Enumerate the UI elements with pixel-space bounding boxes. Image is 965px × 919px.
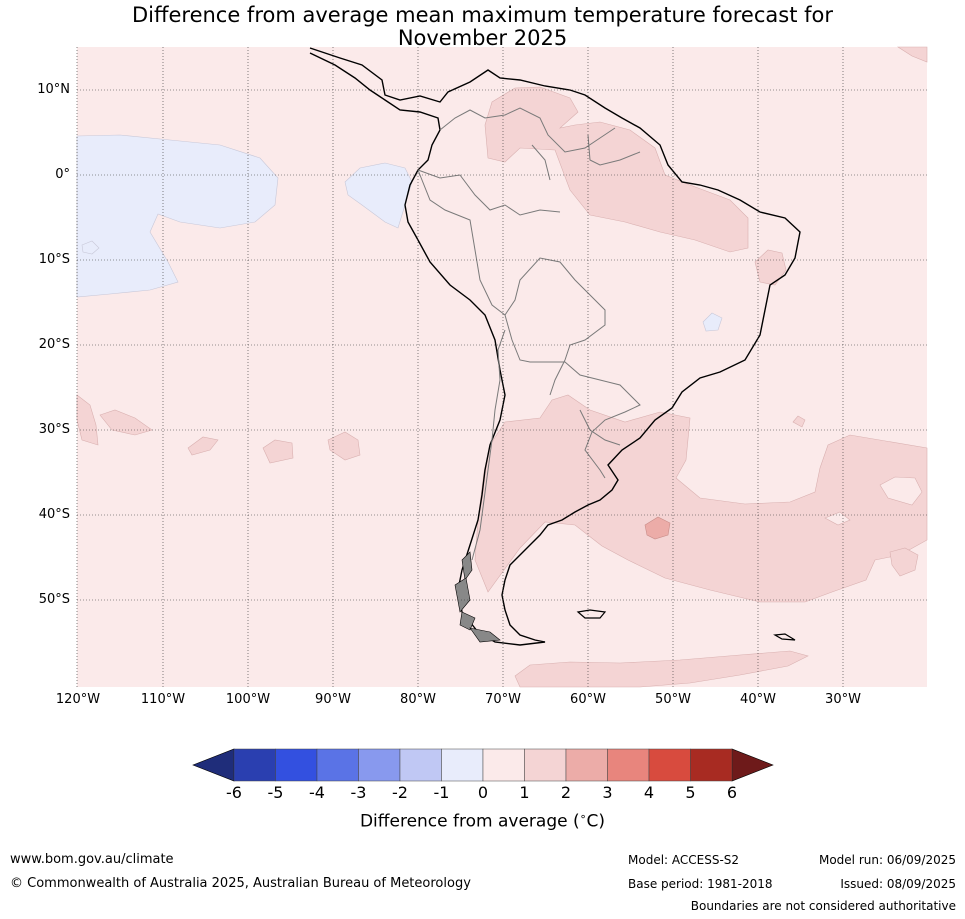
anomaly-region-strong-warm bbox=[644, 516, 671, 540]
colorbar-label-text: Difference from average ( bbox=[359, 811, 580, 832]
footer-disclaimer: Boundaries are not considered authoritat… bbox=[690, 899, 956, 913]
colorbar-tick-label: 1 bbox=[519, 783, 530, 802]
colorbar-tick-label: 5 bbox=[685, 783, 696, 802]
colorbar-swatch bbox=[441, 748, 484, 782]
lat-label-20s: 20°S bbox=[38, 337, 70, 352]
colorbar-swatch bbox=[358, 748, 401, 782]
anomaly-region-below-average bbox=[702, 312, 723, 332]
colorbar bbox=[192, 748, 774, 782]
colorbar-tick-label: -5 bbox=[267, 783, 284, 802]
colorbar-label: Difference from average (∘C) bbox=[0, 810, 965, 832]
footer-model: Model: ACCESS-S2 bbox=[628, 853, 740, 867]
footer-website: www.bom.gov.au/climate bbox=[10, 852, 174, 867]
footer-base-period: Base period: 1981-2018 bbox=[628, 877, 773, 891]
lon-label-70w: 70°W bbox=[485, 692, 521, 707]
lon-label-110w: 110°W bbox=[140, 692, 186, 707]
colorbar-swatch bbox=[648, 748, 691, 782]
map-title: Difference from average mean maximum tem… bbox=[0, 4, 965, 50]
anomaly-region-south-atlantic-east bbox=[889, 547, 919, 577]
lon-label-90w: 90°W bbox=[315, 692, 351, 707]
colorbar-swatch bbox=[233, 748, 276, 782]
anomaly-region-northeast-brazil bbox=[754, 249, 787, 286]
colorbar-tick-label: 4 bbox=[643, 783, 655, 802]
anomaly-region-pacific-small bbox=[262, 439, 294, 464]
colorbar-swatch bbox=[399, 748, 442, 782]
title-line-1: Difference from average mean maximum tem… bbox=[132, 3, 833, 27]
chile-fjords bbox=[454, 551, 501, 643]
colorbar-label-degree: ∘ bbox=[579, 810, 587, 823]
lat-label-10n: 10°N bbox=[37, 82, 70, 97]
colorbar-tick-label: -2 bbox=[392, 783, 408, 802]
lat-label-40s: 40°S bbox=[38, 507, 70, 522]
colorbar-swatch bbox=[607, 748, 650, 782]
lon-label-60w: 60°W bbox=[570, 692, 606, 707]
footer-issued: Issued: 08/09/2025 bbox=[840, 877, 956, 891]
colorbar-tick-label: -4 bbox=[309, 783, 325, 802]
colorbar-swatch bbox=[524, 748, 567, 782]
lon-label-80w: 80°W bbox=[400, 692, 436, 707]
colorbar-high-extension bbox=[731, 748, 774, 782]
colorbar-swatch bbox=[275, 748, 318, 782]
graticule bbox=[76, 47, 927, 687]
anomaly-region-neutral bbox=[824, 511, 851, 526]
coastline-south-america bbox=[309, 47, 801, 646]
lon-label-100w: 100°W bbox=[225, 692, 271, 707]
colorbar-low-extension bbox=[192, 748, 235, 782]
colorbar-swatch bbox=[690, 748, 733, 782]
footer-model-run: Model run: 06/09/2025 bbox=[818, 853, 956, 867]
colorbar-tick-label: 2 bbox=[560, 783, 572, 802]
colorbar-swatch bbox=[482, 748, 525, 782]
anomaly-region-pacific-small bbox=[327, 431, 361, 461]
anomaly-region-atlantic-corner bbox=[896, 46, 928, 63]
colorbar-tick-label: -6 bbox=[226, 783, 242, 802]
colorbar-tick-label: -3 bbox=[350, 783, 367, 802]
lat-label-10s: 10°S bbox=[38, 252, 70, 267]
lon-label-120w: 120°W bbox=[55, 692, 101, 707]
anomaly-region-neutral bbox=[879, 476, 923, 506]
lon-label-30w: 30°W bbox=[825, 692, 861, 707]
lat-label-30s: 30°S bbox=[38, 422, 70, 437]
colorbar-swatch bbox=[316, 748, 359, 782]
anomaly-region-below-average bbox=[76, 134, 279, 298]
lon-label-40w: 40°W bbox=[740, 692, 776, 707]
colorbar-tick-label: 0 bbox=[477, 783, 489, 802]
colorbar-tick-label: -1 bbox=[433, 783, 450, 802]
south-georgia-island bbox=[773, 633, 796, 641]
anomaly-region-below-average bbox=[81, 240, 100, 255]
colorbar-swatch bbox=[565, 748, 608, 782]
colorbar-tick-label: 6 bbox=[726, 783, 738, 802]
anomaly-region-amazon bbox=[484, 86, 749, 253]
anomaly-region-atlantic-small bbox=[792, 415, 806, 428]
footer-copyright: © Commonwealth of Australia 2025, Austra… bbox=[10, 876, 471, 891]
colorbar-label-unit: C) bbox=[586, 811, 606, 832]
country-borders bbox=[417, 107, 641, 561]
falkland-islands bbox=[576, 609, 607, 619]
anomaly-region-pacific-small bbox=[187, 436, 219, 456]
lat-label-0: 0° bbox=[55, 167, 70, 182]
colorbar-tick-label: 3 bbox=[602, 783, 613, 802]
lat-label-50s: 50°S bbox=[38, 592, 70, 607]
title-line-2: November 2025 bbox=[397, 26, 568, 50]
lon-label-50w: 50°W bbox=[655, 692, 691, 707]
